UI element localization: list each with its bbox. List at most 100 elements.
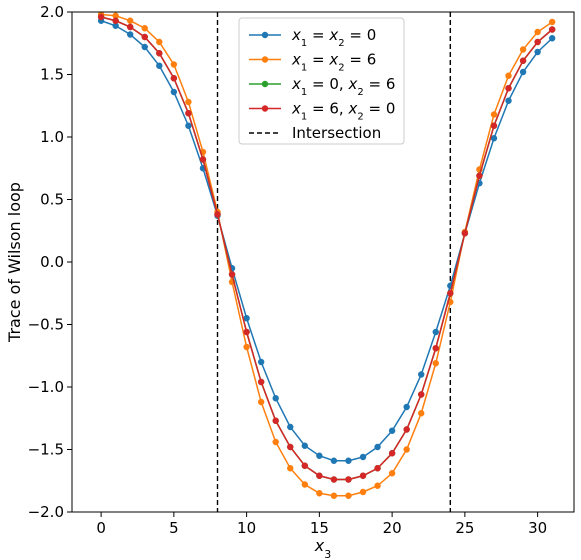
x-tick-label: 15 — [310, 519, 329, 537]
data-point — [461, 230, 469, 237]
y-tick-label: 1.5 — [40, 66, 64, 84]
data-point — [490, 135, 498, 142]
series-1 — [97, 17, 556, 464]
data-point — [432, 360, 439, 367]
data-point — [316, 452, 323, 459]
legend-entry: x1 = x2 = 0 — [249, 26, 376, 49]
series-4 — [97, 13, 556, 483]
data-point — [519, 57, 527, 64]
data-point — [447, 290, 454, 297]
data-point — [185, 122, 192, 129]
legend-label: Intersection — [292, 124, 381, 142]
data-point — [112, 22, 119, 29]
data-point — [476, 172, 483, 179]
legend-swatch-marker — [261, 80, 269, 88]
data-point — [432, 345, 439, 352]
data-point — [490, 111, 498, 118]
data-point — [345, 457, 352, 464]
data-point — [359, 488, 367, 496]
series-line-4 — [100, 16, 553, 481]
data-point — [359, 472, 367, 479]
data-point — [403, 446, 410, 453]
data-point — [548, 26, 556, 33]
y-tick-label: 0.5 — [40, 191, 64, 209]
legend-swatch-marker — [261, 56, 269, 63]
x-tick-label: 20 — [383, 519, 402, 537]
x-tick-label: 0 — [96, 519, 106, 537]
legend: x1 = x2 = 0x1 = x2 = 6x1 = 0, x2 = 6x1 =… — [238, 17, 405, 145]
legend-entry: Intersection — [249, 124, 381, 142]
data-point — [388, 450, 396, 457]
y-tick-label: −2.0 — [28, 503, 64, 521]
data-point — [112, 12, 119, 19]
data-point — [505, 97, 512, 104]
y-axis: −2.0 −1.5 −1.0 −0.5 0.0 0.5 1.0 1.5 2.0 — [28, 3, 72, 521]
data-point — [257, 358, 265, 366]
y-tick-label: 2.0 — [40, 3, 64, 21]
y-tick-label: 0.0 — [40, 253, 64, 271]
data-point — [214, 211, 221, 218]
data-point — [403, 403, 410, 411]
data-point — [330, 476, 338, 483]
data-point — [127, 31, 134, 38]
data-point — [257, 398, 265, 406]
y-axis-label: Trace of Wilson loop — [5, 182, 24, 343]
data-point — [519, 68, 527, 76]
data-point — [548, 18, 556, 26]
legend-label: x1 = x2 = 0 — [291, 26, 376, 49]
legend-label: x1 = 6, x2 = 0 — [291, 100, 395, 123]
data-point — [243, 328, 250, 336]
x-tick-label: 30 — [528, 519, 547, 537]
data-point — [272, 395, 279, 402]
y-tick-label: −1.0 — [28, 378, 64, 396]
data-point — [243, 315, 250, 322]
y-tick-label: −1.5 — [28, 441, 64, 459]
data-point — [403, 426, 410, 433]
data-point — [156, 38, 163, 46]
data-point — [272, 417, 279, 424]
series-line-1 — [100, 20, 553, 462]
data-point — [519, 46, 527, 53]
data-point — [156, 62, 163, 69]
x-axis: 0 5 10 15 20 25 30 — [96, 512, 547, 537]
data-point — [185, 98, 192, 106]
data-point — [388, 427, 396, 434]
data-point — [199, 156, 207, 163]
data-point — [287, 443, 294, 451]
data-point — [170, 75, 178, 82]
data-point — [185, 110, 192, 117]
data-point — [301, 442, 309, 449]
series-layer — [97, 12, 556, 499]
data-point — [127, 23, 134, 31]
legend-box — [238, 17, 405, 145]
data-point — [359, 453, 367, 461]
data-point — [141, 25, 148, 32]
data-point — [228, 271, 236, 278]
x-tick-label: 10 — [237, 519, 256, 537]
data-point — [156, 50, 163, 57]
data-point — [374, 465, 381, 472]
x-axis-label: x3 — [314, 536, 331, 560]
data-point — [243, 343, 250, 351]
data-point — [97, 13, 105, 21]
data-point — [170, 61, 178, 68]
data-point — [374, 443, 381, 451]
data-point — [272, 438, 279, 446]
data-point — [548, 35, 556, 42]
data-point — [330, 492, 338, 499]
data-point — [287, 465, 294, 472]
data-point — [301, 481, 309, 488]
data-point — [534, 38, 541, 46]
data-point — [257, 378, 265, 386]
data-point — [287, 423, 294, 431]
data-point — [141, 33, 148, 41]
data-point — [345, 476, 352, 483]
legend-swatch-marker — [261, 105, 269, 112]
y-tick-label: 1.0 — [40, 128, 64, 146]
x-tick-label: 25 — [455, 519, 474, 537]
data-point — [316, 490, 323, 497]
data-point — [316, 472, 323, 479]
legend-entry: x1 = 6, x2 = 0 — [249, 100, 395, 123]
legend-entry: x1 = x2 = 6 — [249, 51, 376, 73]
